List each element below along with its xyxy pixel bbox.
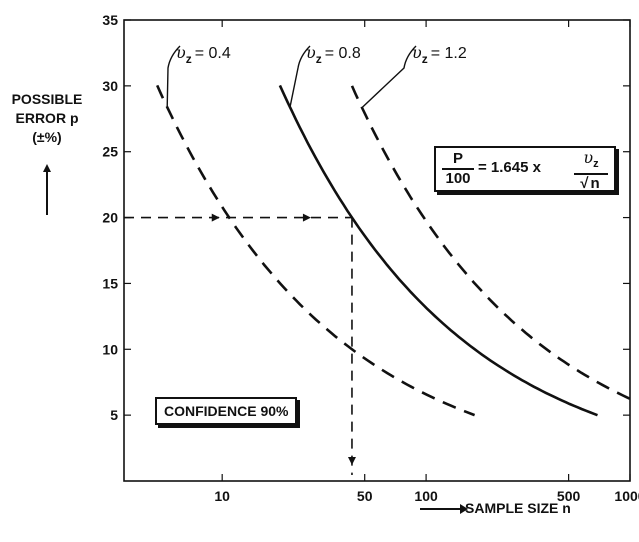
plot-frame [123,19,631,482]
curves-layer [156,84,631,417]
reading-guide-layer [124,213,356,475]
y-tick-label: 15 [102,275,118,291]
formula-box: P 100 = 1.645 x υz √ n [434,146,616,193]
series-label-3: υz = 1.2 [412,43,467,66]
series-label-symbol: υ [412,43,422,62]
formula-rhs-radicand: n [588,174,602,193]
y-tick-label: 5 [110,407,118,423]
y-axis-label-line-3: (±%) [32,129,62,145]
y-tick-label: 35 [102,12,118,28]
guide-arrowhead-right [302,213,311,222]
y-axis-label-line-2: ERROR p [15,110,79,126]
confidence-box: CONFIDENCE 90% [155,397,298,425]
y-axis-label-line-1: POSSIBLE [11,91,83,107]
y-tick-label: 25 [102,144,118,160]
x-label-arrow [420,504,468,515]
series-labels-layer: υz = 0.4 υz = 0.8 υz = 1.2 [166,43,467,109]
series-label-2: υz = 0.8 [306,43,361,66]
curve-series-2 [278,84,598,417]
series-label-value: = 0.4 [195,45,231,62]
series-label-subscript: z [186,52,192,66]
series-label-value: = 0.8 [325,45,361,62]
x-tick-label: 1000 [614,488,639,504]
series-leader-2 [289,45,311,108]
x-tick-label: 100 [414,488,438,504]
series-leader-1 [166,45,181,108]
axes-layer: 5 10 15 20 25 30 35 10 50 100 500 1000 [102,12,639,504]
series-label-subscript: z [316,52,322,66]
series-label-symbol: υ [176,43,186,62]
formula-lhs-denominator: 100 [445,170,471,187]
formula-rhs-denominator: √ n [580,174,602,193]
formula-rhs-numerator: υz [574,148,608,176]
formula-rhs-fraction: υz √ n [574,149,608,193]
x-tick-label: 50 [357,488,373,504]
x-tick-label: 10 [214,488,230,504]
series-label-subscript: z [422,52,428,66]
formula-lhs-numerator: P [442,150,474,170]
formula-rhs-symbol: υ [583,148,594,167]
series-label-1: υz = 0.4 [176,43,231,66]
series-label-symbol: υ [306,43,316,62]
formula-middle: = 1.645 x [478,159,541,176]
x-axis-label: SAMPLE SIZE n [420,500,571,516]
x-tick-label: 500 [557,488,581,504]
series-leader-3 [361,45,417,109]
formula-lhs-fraction: P 100 [442,150,474,188]
y-tick-label: 10 [102,341,118,357]
x-axis-label-text: SAMPLE SIZE n [465,500,571,516]
series-label-value: = 1.2 [431,45,467,62]
y-tick-label: 20 [102,210,118,226]
curve-series-3 [350,85,631,400]
y-tick-label: 30 [102,78,118,94]
curve-series-1 [156,84,476,417]
formula-rhs-subscript: z [593,158,599,171]
guide-arrowhead-right [211,213,220,222]
y-axis-label: POSSIBLE ERROR p (±%) [4,90,90,147]
guide-arrowhead-down [347,457,356,465]
